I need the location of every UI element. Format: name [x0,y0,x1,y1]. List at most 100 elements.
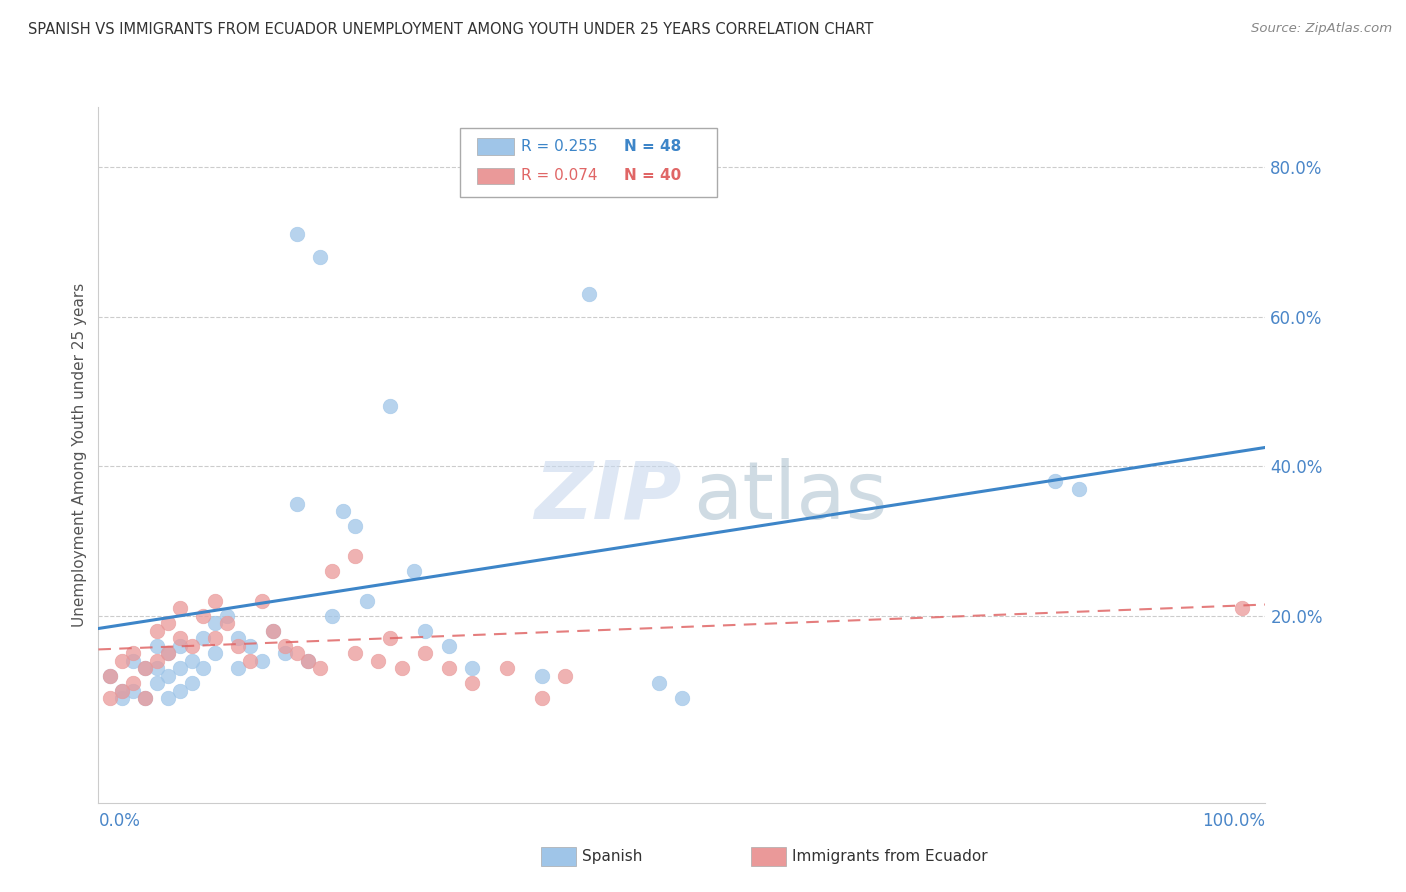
Point [437,661,460,675]
Point [111,683,134,698]
Text: 100.0%: 100.0% [1202,812,1265,830]
Point [180,639,202,653]
Point [461,661,484,675]
Point [169,661,191,675]
Point [134,661,156,675]
Point [204,616,226,631]
Point [169,683,191,698]
Point [180,676,202,690]
Point [413,646,436,660]
Point [297,654,319,668]
Point [228,631,250,645]
Point [1045,474,1067,488]
Point [157,668,180,682]
Point [146,624,169,638]
Point [554,668,576,682]
Point [157,616,180,631]
Y-axis label: Unemployment Among Youth under 25 years: Unemployment Among Youth under 25 years [72,283,87,627]
Point [169,631,191,645]
Point [215,608,238,623]
Point [262,624,284,638]
Point [122,683,145,698]
Point [274,639,297,653]
Point [671,691,693,706]
Point [98,668,121,682]
Text: Source: ZipAtlas.com: Source: ZipAtlas.com [1251,22,1392,36]
Point [169,639,191,653]
Point [98,691,121,706]
Point [391,661,413,675]
Point [262,624,284,638]
Point [134,661,156,675]
Point [157,691,180,706]
Point [309,661,332,675]
Text: R = 0.255: R = 0.255 [520,138,598,153]
Point [204,594,226,608]
Point [134,691,156,706]
Point [193,608,215,623]
Point [356,594,378,608]
Point [321,608,343,623]
Point [146,661,169,675]
Point [111,654,134,668]
Point [285,497,308,511]
Point [274,646,297,660]
Point [204,631,226,645]
Point [157,646,180,660]
Point [461,676,484,690]
Point [228,661,250,675]
Point [146,676,169,690]
Point [437,639,460,653]
Point [122,654,145,668]
Point [378,631,402,645]
Point [157,646,180,660]
FancyBboxPatch shape [460,128,717,197]
Text: Spanish: Spanish [582,849,643,863]
Point [122,676,145,690]
Point [239,639,262,653]
Point [344,646,367,660]
Point [495,661,517,675]
Text: SPANISH VS IMMIGRANTS FROM ECUADOR UNEMPLOYMENT AMONG YOUTH UNDER 25 YEARS CORRE: SPANISH VS IMMIGRANTS FROM ECUADOR UNEMP… [28,22,873,37]
Point [647,676,669,690]
Point [344,519,367,533]
Point [204,646,226,660]
Point [239,654,262,668]
Point [134,691,156,706]
FancyBboxPatch shape [751,847,786,866]
Point [402,564,425,578]
Point [297,654,319,668]
Point [146,639,169,653]
FancyBboxPatch shape [477,168,513,185]
Text: N = 48: N = 48 [624,138,681,153]
Point [111,691,134,706]
Point [180,654,202,668]
Point [285,227,308,242]
Point [250,654,273,668]
Text: atlas: atlas [693,458,889,536]
Point [122,646,145,660]
Point [530,668,553,682]
Point [228,639,250,653]
Point [1230,601,1253,615]
Point [367,654,389,668]
Point [378,399,402,413]
Text: R = 0.074: R = 0.074 [520,168,598,183]
Point [193,631,215,645]
Point [530,691,553,706]
Text: ZIP: ZIP [534,458,682,536]
Point [344,549,367,563]
Point [285,646,308,660]
Point [215,616,238,631]
Point [250,594,273,608]
Point [111,683,134,698]
Text: Immigrants from Ecuador: Immigrants from Ecuador [792,849,987,863]
Text: N = 40: N = 40 [624,168,681,183]
FancyBboxPatch shape [541,847,575,866]
Point [1067,482,1090,496]
Point [193,661,215,675]
Point [578,287,600,301]
Point [98,668,121,682]
Point [321,564,343,578]
Point [309,250,332,264]
